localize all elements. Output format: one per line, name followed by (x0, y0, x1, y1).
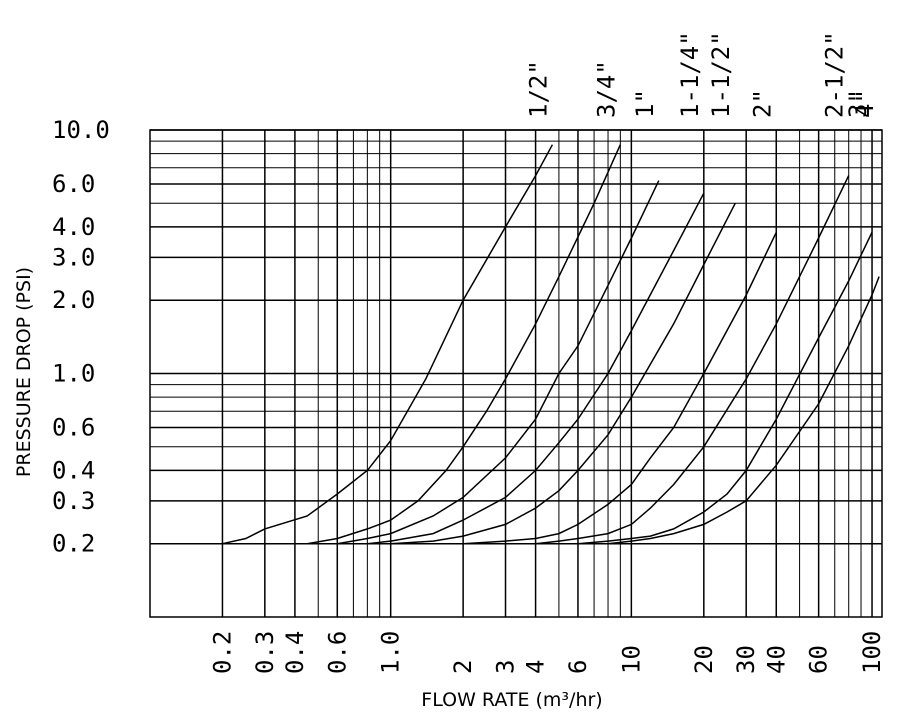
x-tick-label: 30 (732, 645, 760, 674)
series-curve (577, 231, 873, 545)
y-tick-label: 2.0 (52, 286, 95, 314)
y-tick-labels: 0.2 0.3 0.4 0.6 1.0 2.0 3.04.0 6.0 10.0 (52, 116, 110, 558)
y-axis-title: PRESSURE DROP (PSI) (13, 267, 35, 477)
x-tick-label: 1.0 (377, 631, 405, 674)
series-label: 4" (851, 89, 879, 118)
y-tick-label: 0.4 (52, 456, 95, 484)
series-labels: 1/2" 3/4" 1" 1-1/4" 1-1/2" 2" 2-1/2"3"4" (524, 31, 879, 118)
y-tick-label: 4.0 (52, 213, 95, 241)
series-curve (367, 192, 705, 545)
x-tick-label: 0.4 (281, 631, 309, 674)
series-label: 1/2" (524, 60, 552, 118)
plot-area-frame (149, 129, 883, 618)
y-tick-label: 1.0 (52, 360, 95, 388)
x-tick-labels: 0.2 0.3 0.4 0.6 1.0 2 3 4 6 10 20 30 40 60 100 (208, 631, 886, 674)
series-curve (463, 231, 777, 545)
x-tick-label: 6 (564, 660, 592, 674)
y-tick-label: 3.0 (52, 243, 95, 271)
series-curve (535, 175, 850, 545)
x-tick-label: 2 (449, 660, 477, 674)
series-label: 3" (844, 89, 872, 118)
x-tick-label: 100 (858, 631, 886, 674)
series-curve (607, 276, 880, 545)
x-tick-label: 20 (690, 645, 718, 674)
series-curve (307, 144, 621, 545)
series-label: 1-1/4" (676, 31, 704, 118)
x-tick-label: 40 (762, 645, 790, 674)
series-curve (337, 180, 660, 545)
y-tick-label: 0.2 (52, 530, 95, 558)
x-axis-title: FLOW RATE (m³/hr) (421, 689, 602, 711)
y-tick-label: 6.0 (52, 170, 95, 198)
y-tick-label: 0.6 (52, 414, 95, 442)
series-curve (390, 202, 736, 545)
series-label: 2-1/2" (821, 31, 849, 118)
x-tick-label: 0.2 (208, 631, 236, 674)
x-tick-label: 0.3 (251, 631, 279, 674)
series-curves (222, 144, 880, 545)
y-tick-label: 10.0 (52, 116, 110, 144)
x-tick-label: 3 (492, 660, 520, 674)
series-label: 1-1/2" (707, 31, 735, 118)
x-tick-label: 4 (522, 660, 550, 674)
series-label: 3/4" (592, 60, 620, 118)
series-label: 1" (631, 89, 659, 118)
x-tick-label: 0.6 (323, 631, 351, 674)
x-tick-label: 10 (617, 645, 645, 674)
x-tick-label: 60 (805, 645, 833, 674)
series-label: 2" (748, 89, 776, 118)
series-curve (222, 144, 554, 545)
y-tick-label: 0.3 (52, 487, 95, 515)
